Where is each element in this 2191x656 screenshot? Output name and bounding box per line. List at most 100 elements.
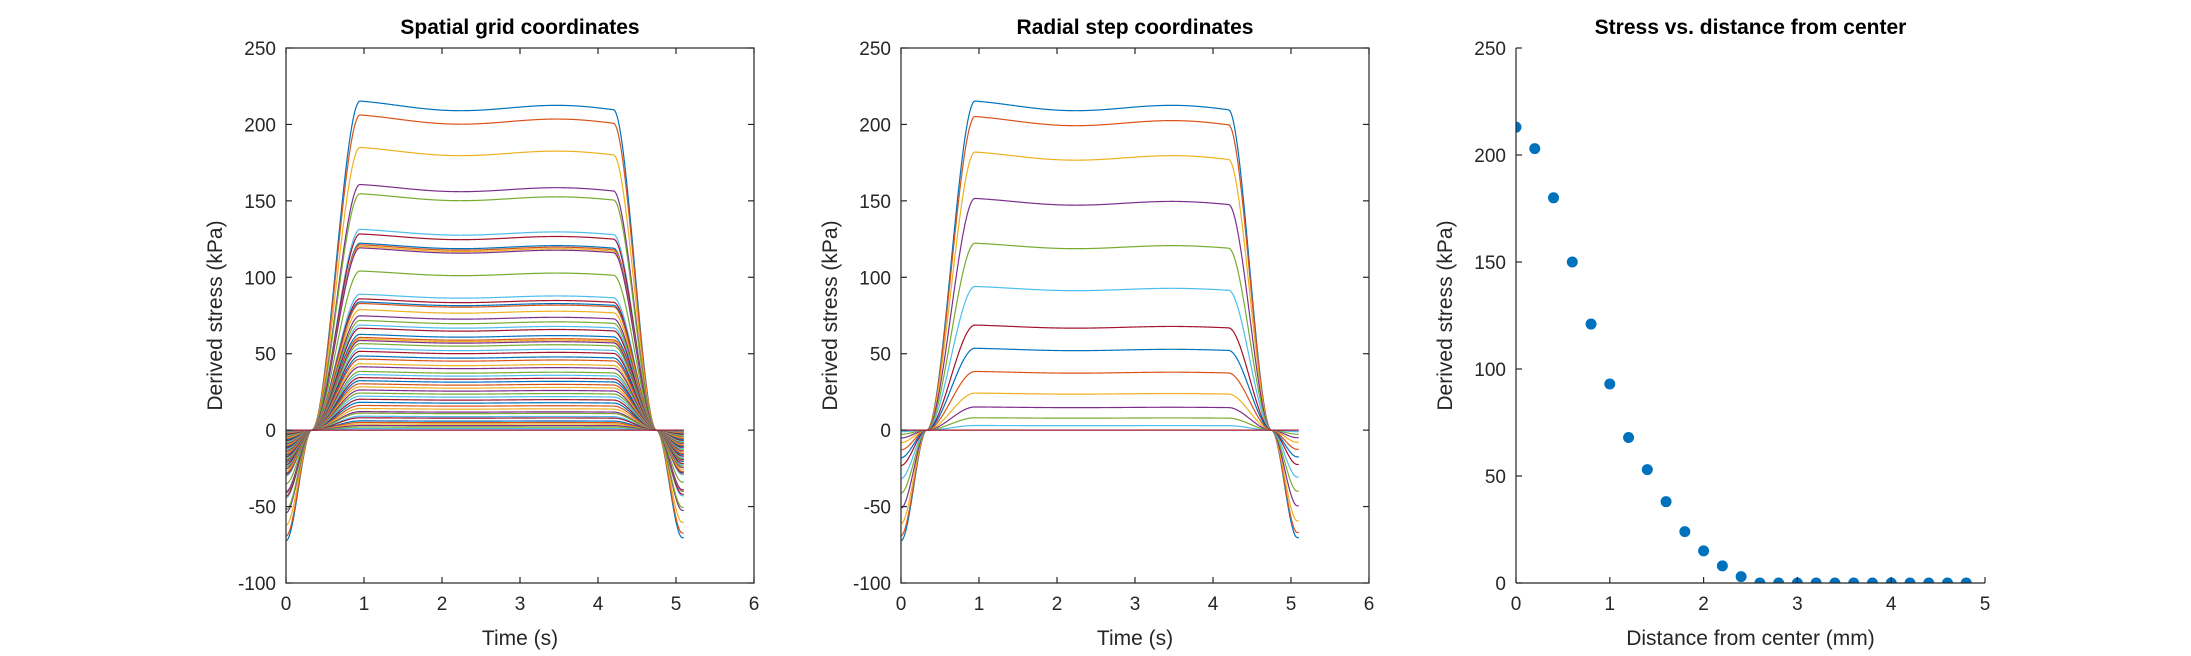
series-line	[286, 347, 684, 459]
y-tick-label: 200	[1474, 146, 1506, 167]
y-tick-label: 50	[870, 345, 891, 366]
series-line	[901, 406, 1299, 439]
x-tick-label: 2	[1698, 594, 1709, 615]
data-point	[1716, 560, 1728, 572]
series-line	[286, 415, 684, 436]
series-line	[286, 366, 684, 453]
series-line	[286, 270, 684, 485]
chart-title: Radial step coordinates	[1017, 16, 1254, 39]
data-point	[1641, 464, 1653, 476]
series-line	[286, 428, 684, 432]
y-tick-label: 250	[1474, 39, 1506, 60]
x-tick-label: 4	[593, 594, 604, 615]
data-point	[1754, 577, 1766, 583]
series-line	[901, 100, 1299, 542]
data-point	[1866, 577, 1878, 583]
series-line	[901, 370, 1299, 451]
data-point	[1848, 577, 1860, 583]
y-tick-label: 100	[244, 268, 276, 289]
y-tick-label: 100	[1474, 360, 1506, 381]
series-line	[286, 298, 684, 475]
y-tick-label: -50	[249, 498, 276, 519]
y-tick-label: -100	[238, 574, 276, 595]
series-line	[286, 324, 684, 467]
series-line	[286, 410, 684, 437]
series-line	[901, 242, 1299, 494]
data-point	[1904, 577, 1916, 583]
series-line	[901, 392, 1299, 444]
series-line	[286, 373, 684, 450]
series-line	[286, 350, 684, 458]
series-line	[286, 333, 684, 463]
data-point	[1585, 318, 1597, 330]
series-line	[286, 407, 684, 439]
series-line	[901, 151, 1299, 525]
series-line	[286, 421, 684, 434]
data-point	[1679, 526, 1691, 538]
series-line	[286, 301, 684, 474]
series-line	[286, 315, 684, 470]
series-line	[286, 401, 684, 441]
series-line	[286, 363, 684, 454]
x-tick-label: 3	[1130, 594, 1141, 615]
series-line	[286, 380, 684, 448]
data-layer	[901, 100, 1299, 542]
series-line	[901, 197, 1299, 509]
series-line	[901, 347, 1299, 459]
series-line	[286, 392, 684, 444]
series-line	[286, 302, 684, 474]
series-line	[286, 423, 684, 433]
y-axis-label: Derived stress (kPa)	[204, 220, 227, 410]
y-tick-label: 250	[244, 39, 276, 60]
data-point	[1548, 192, 1560, 204]
data-point	[1529, 143, 1541, 155]
series-line	[286, 426, 684, 432]
series-line	[286, 339, 684, 461]
x-tick-label: 6	[1364, 594, 1375, 615]
x-tick-label: 6	[749, 594, 760, 615]
data-point	[1829, 577, 1841, 583]
series-line	[286, 386, 684, 446]
series-line	[901, 417, 1299, 435]
data-layer	[286, 100, 684, 542]
series-line	[286, 383, 684, 447]
series-line	[286, 233, 684, 497]
series-line	[286, 389, 684, 445]
series-line	[286, 404, 684, 440]
series-line	[286, 327, 684, 466]
series-line	[286, 293, 684, 477]
data-point	[1516, 121, 1522, 133]
x-axis-label: Time (s)	[482, 627, 558, 650]
x-tick-label: 0	[896, 594, 907, 615]
x-tick-label: 5	[671, 594, 682, 615]
data-point	[1566, 256, 1578, 268]
y-tick-label: 50	[255, 345, 276, 366]
data-point	[1604, 378, 1616, 390]
y-tick-label: 150	[244, 192, 276, 213]
series-line	[286, 424, 684, 433]
series-line	[286, 370, 684, 451]
series-line	[286, 417, 684, 435]
y-tick-label: -100	[853, 574, 891, 595]
chart-2: 0 1 2 3 4 5 6 -100 -50 0 50 100 150 200 250 Radial step…	[819, 16, 1374, 650]
series-line	[901, 324, 1299, 467]
data-layer	[1516, 121, 1972, 583]
data-point	[1773, 577, 1785, 583]
series-line	[286, 358, 684, 455]
y-tick-label: 150	[859, 192, 891, 213]
x-axis-label: Time (s)	[1097, 627, 1173, 650]
series-line	[286, 395, 684, 443]
data-point	[1698, 545, 1710, 557]
series-line	[901, 115, 1299, 537]
data-point	[1923, 577, 1935, 583]
data-point	[1810, 577, 1822, 583]
x-tick-label: 2	[1052, 594, 1063, 615]
series-line	[286, 247, 684, 493]
x-tick-label: 5	[1980, 594, 1991, 615]
y-tick-label: -50	[864, 498, 891, 519]
series-line	[286, 146, 684, 526]
y-tick-label: 0	[1495, 574, 1506, 595]
series-line	[286, 319, 684, 468]
